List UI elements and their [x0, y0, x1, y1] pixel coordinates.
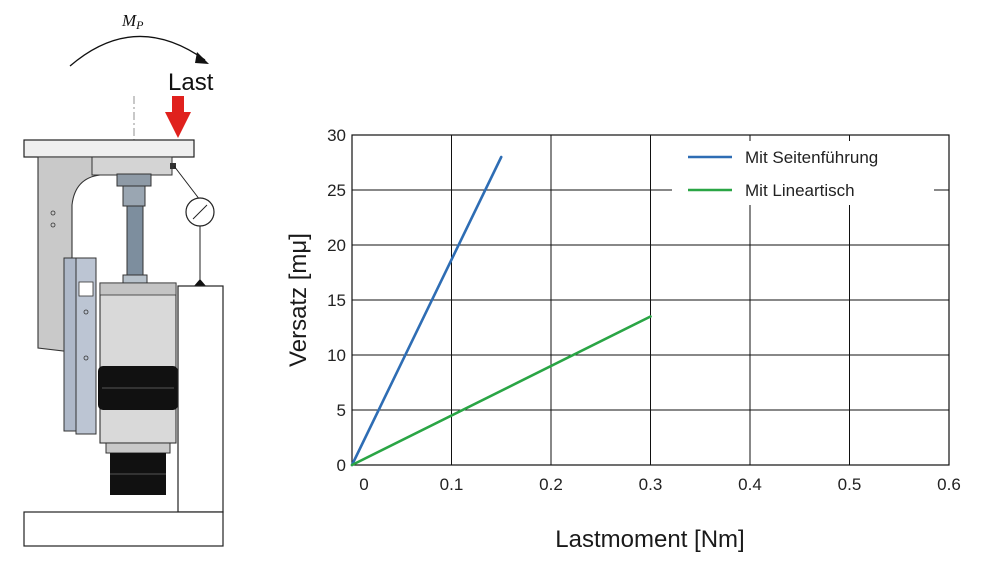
- moment-arc-icon: [69, 35, 206, 67]
- y-tick-label: 0: [337, 456, 346, 475]
- test-setup-diagram: MP Last: [23, 11, 224, 547]
- y-tick-label: 30: [327, 126, 346, 145]
- load-arrow-icon: [165, 96, 191, 138]
- x-tick-label: 0.3: [639, 475, 663, 494]
- actuator-body: [99, 282, 177, 444]
- y-axis-label: Versatz [mμ]: [285, 233, 312, 367]
- x-tick-label: 0.2: [539, 475, 563, 494]
- legend-label-2: Mit Lineartisch: [745, 181, 855, 200]
- moment-arrowhead-icon: [195, 52, 209, 64]
- x-axis-label: Lastmoment [Nm]: [555, 526, 744, 553]
- x-tick-label: 0.4: [738, 475, 762, 494]
- gauge-support: [177, 285, 224, 513]
- load-label: Last: [168, 69, 214, 96]
- legend-label-1: Mit Seitenführung: [745, 148, 878, 167]
- moment-label: MP: [121, 11, 144, 32]
- x-tick-label: 0.6: [937, 475, 961, 494]
- y-tick-label: 5: [337, 401, 346, 420]
- y-tick-label: 25: [327, 181, 346, 200]
- series-line-2: [350, 315, 652, 467]
- base-plate: [23, 511, 224, 547]
- series-line-1: [350, 155, 503, 467]
- legend-box: [672, 141, 934, 205]
- x-tick-label: 0.1: [440, 475, 464, 494]
- y-tick-label: 15: [327, 291, 346, 310]
- x-tick-label: 0.5: [838, 475, 862, 494]
- x-tick-label: 0: [359, 475, 368, 494]
- y-tick-label: 20: [327, 236, 346, 255]
- y-tick-label: 10: [327, 346, 346, 365]
